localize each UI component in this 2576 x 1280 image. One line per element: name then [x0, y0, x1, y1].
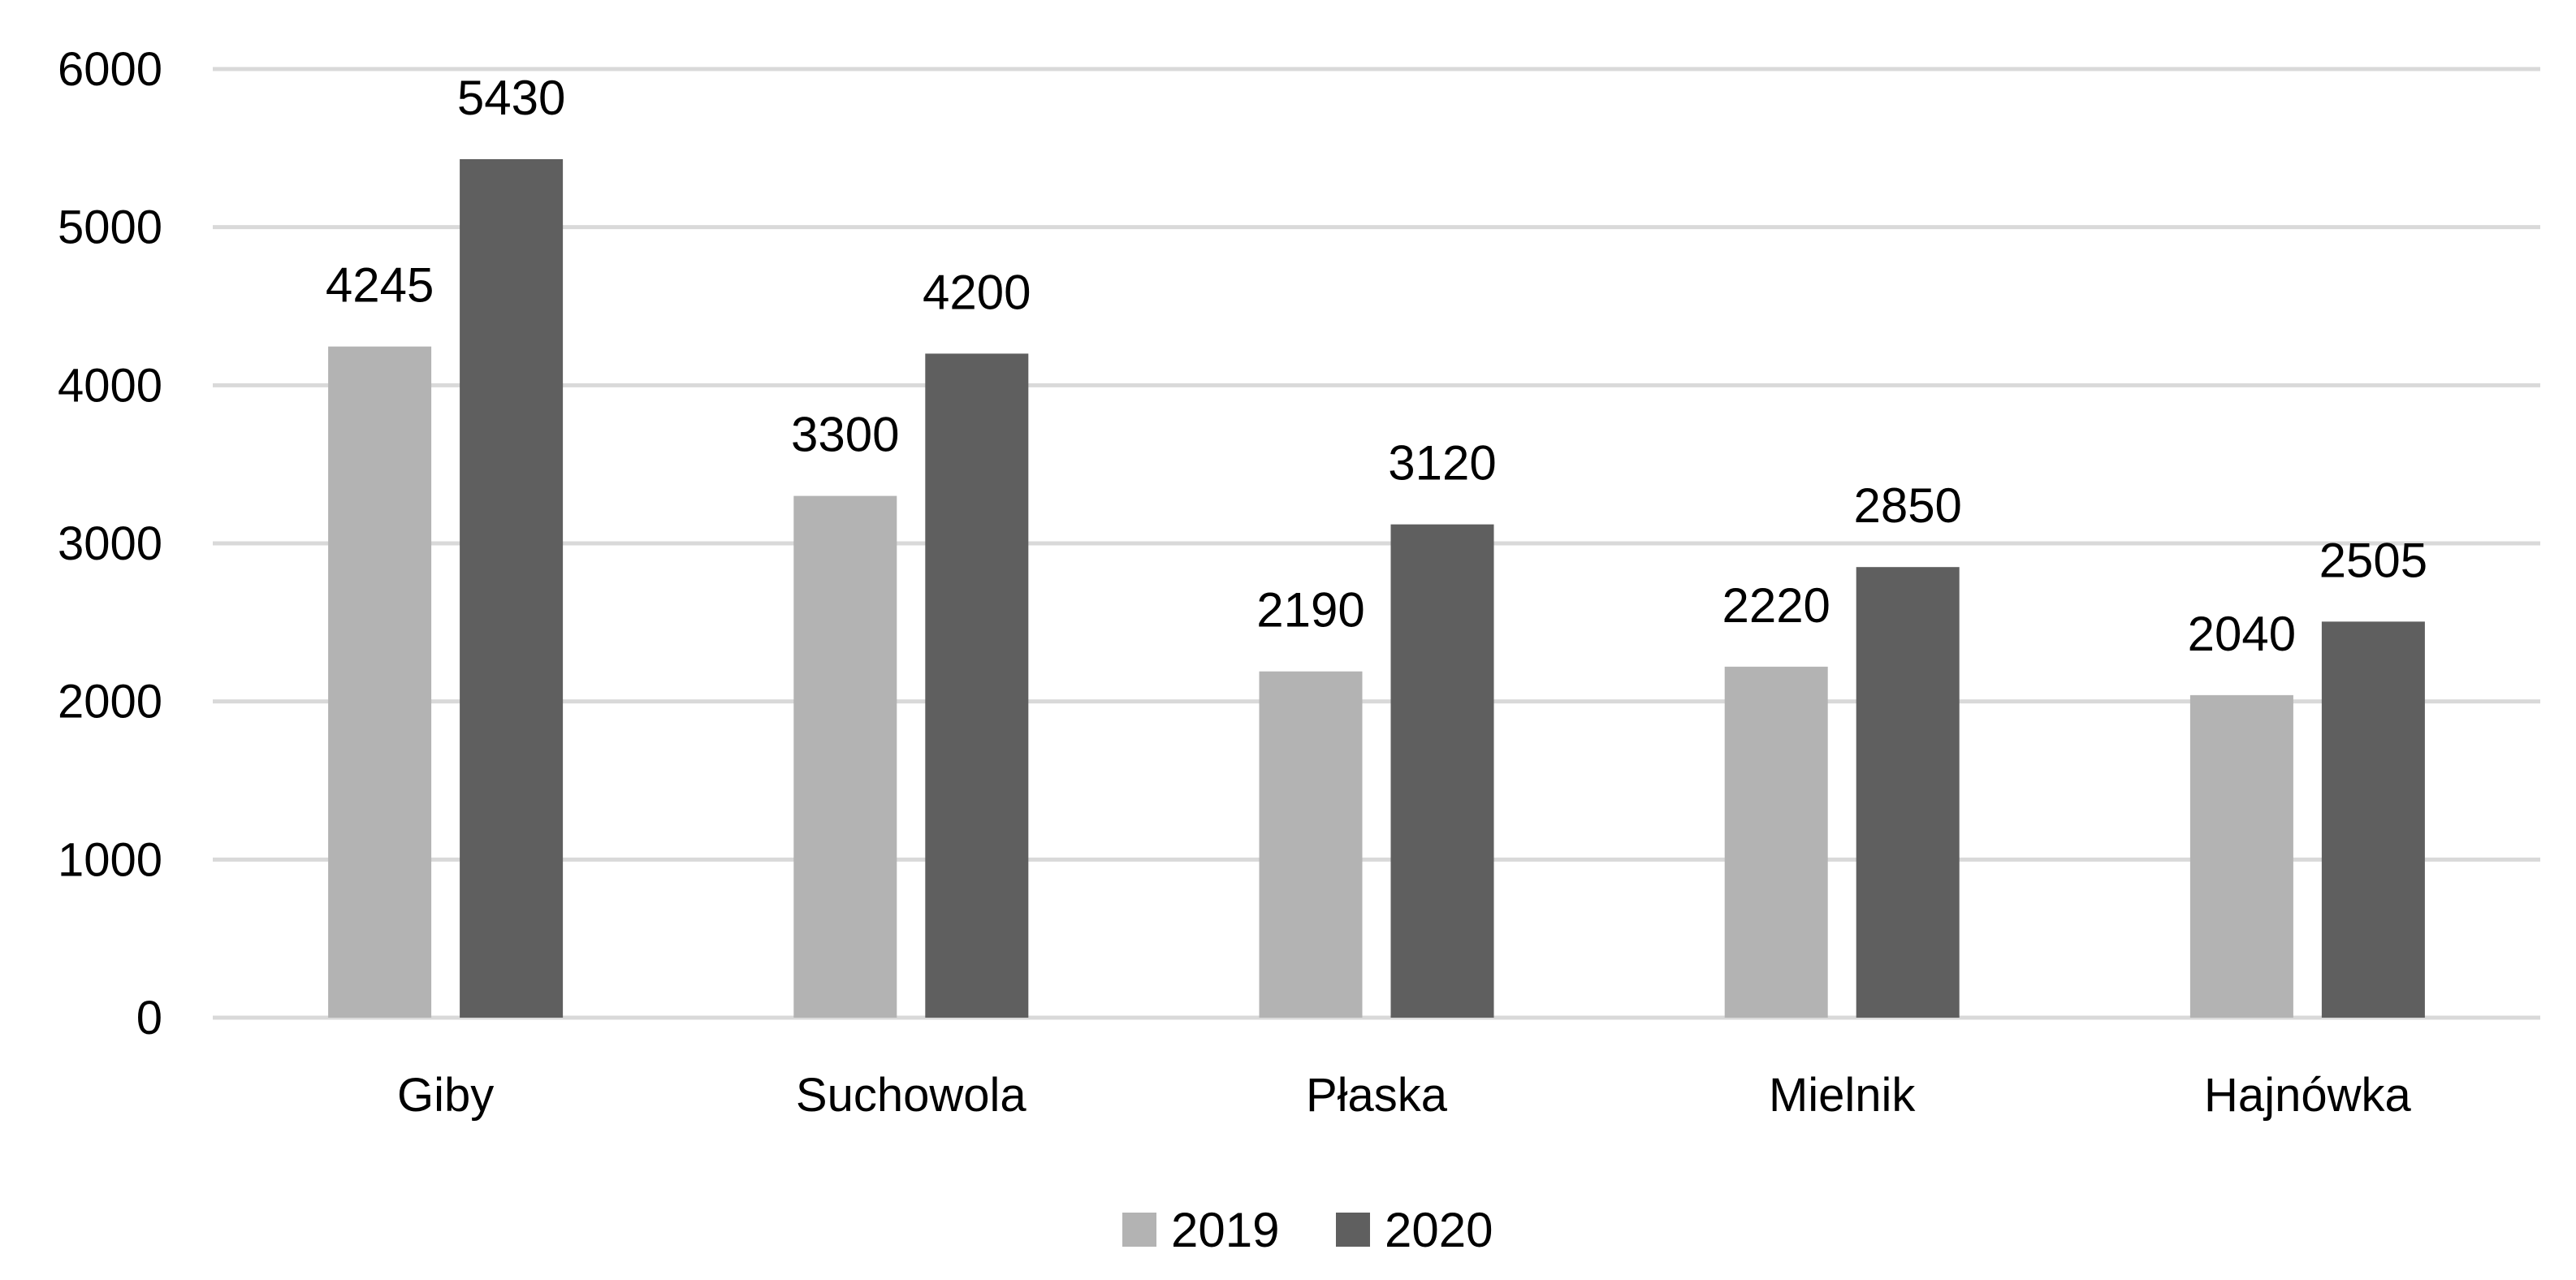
data-label-2019-Giby: 4245	[326, 258, 434, 313]
y-tick-label: 4000	[58, 359, 162, 412]
data-label-2020-Płaska: 3120	[1388, 436, 1496, 491]
x-category-label: Hajnówka	[2204, 1069, 2411, 1122]
y-tick-label: 1000	[58, 833, 162, 886]
bar-2020-Giby	[460, 158, 564, 1018]
bar-2020-Płaska	[1390, 524, 1494, 1018]
bars	[328, 158, 2425, 1018]
bar-2020-Suchowola	[925, 353, 1029, 1018]
legend-swatch-2019	[1122, 1213, 1156, 1247]
y-tick-label: 6000	[58, 43, 162, 96]
data-label-2020-Mielnik: 2850	[1853, 478, 1961, 533]
data-label-2020-Giby: 5430	[457, 71, 565, 125]
data-label-2020-Hajnówka: 2505	[2319, 533, 2427, 587]
y-tick-label: 0	[136, 992, 162, 1044]
data-label-2019-Płaska: 2190	[1256, 583, 1364, 638]
bar-2020-Mielnik	[1856, 567, 1960, 1018]
y-axis-ticks: 0 1000 2000 3000 4000 5000 6000	[58, 43, 162, 1044]
x-category-label: Giby	[397, 1069, 494, 1122]
bar-2019-Mielnik	[1724, 666, 1828, 1018]
gridlines	[213, 67, 2540, 1020]
data-label-2020-Suchowola: 4200	[923, 265, 1031, 319]
data-label-2019-Suchowola: 3300	[791, 408, 899, 462]
bar-2019-Hajnówka	[2189, 694, 2293, 1018]
bar-2019-Suchowola	[793, 495, 897, 1018]
x-category-label: Płaska	[1306, 1069, 1448, 1122]
legend: 2019 2020	[1122, 1203, 1493, 1257]
bar-2019-Giby	[328, 346, 432, 1018]
bar-2020-Hajnówka	[2321, 621, 2425, 1018]
bar-2019-Płaska	[1259, 671, 1363, 1018]
y-tick-label: 2000	[58, 676, 162, 729]
data-label-2019-Mielnik: 2220	[1722, 578, 1830, 633]
y-tick-label: 3000	[58, 517, 162, 570]
y-tick-label: 5000	[58, 201, 162, 254]
legend-swatch-2020	[1336, 1213, 1370, 1247]
data-labels: 4245 5430 3300 4200 2190 3120 2220 2850 2040 2505	[326, 71, 2427, 661]
x-axis-categories: Giby Suchowola Płaska Mielnik Hajnówka	[397, 1069, 2412, 1122]
data-label-2019-Hajnówka: 2040	[2188, 607, 2296, 661]
x-category-label: Suchowola	[796, 1069, 1027, 1122]
legend-label-2020: 2020	[1385, 1203, 1493, 1257]
legend-label-2019: 2019	[1171, 1203, 1279, 1257]
x-category-label: Mielnik	[1769, 1069, 1916, 1122]
